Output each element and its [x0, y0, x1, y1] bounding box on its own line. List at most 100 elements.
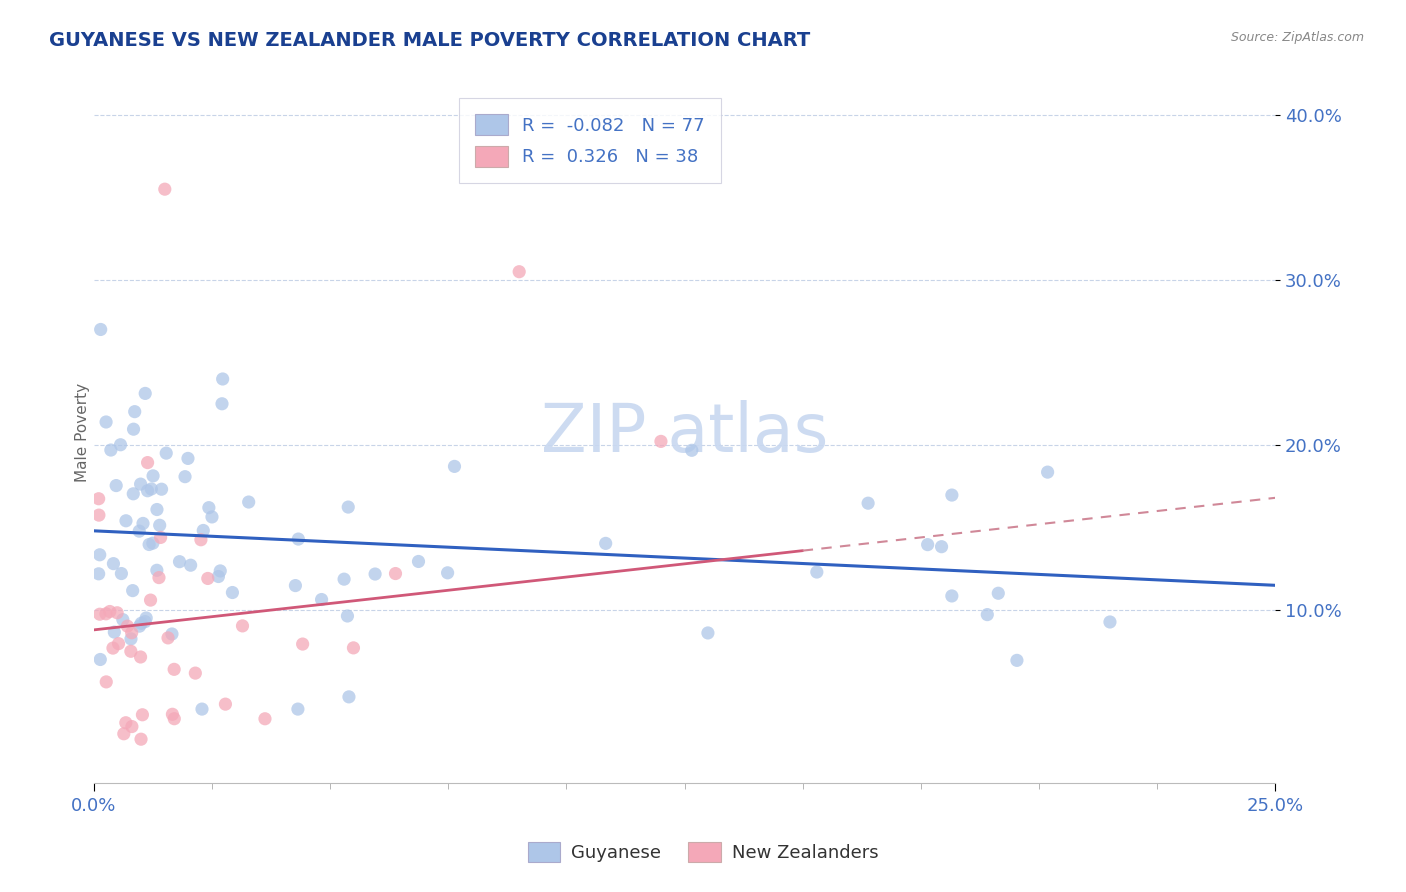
Point: [287, 702, 309, 716]
Point: [129, 732, 152, 747]
Point: [153, 182, 176, 196]
Point: [89, 607, 111, 622]
Point: [105, 606, 128, 620]
Point: [111, 613, 134, 627]
Point: [987, 586, 1010, 600]
Point: [96, 674, 118, 689]
Point: [129, 616, 152, 631]
Point: [134, 386, 156, 401]
Point: [162, 707, 184, 722]
Point: [110, 438, 132, 452]
Point: [87, 566, 110, 581]
Point: [207, 569, 229, 583]
Point: [976, 607, 998, 622]
Point: [120, 644, 142, 658]
Point: [124, 404, 146, 418]
Point: [131, 707, 153, 722]
Point: [149, 518, 172, 533]
Point: [1036, 465, 1059, 479]
Point: [115, 514, 138, 528]
Point: [436, 566, 458, 580]
Point: [342, 640, 364, 655]
Point: [121, 583, 143, 598]
Point: [110, 566, 132, 581]
Point: [136, 483, 159, 498]
Point: [98, 605, 121, 619]
Point: [650, 434, 672, 449]
Point: [148, 571, 170, 585]
Point: [163, 662, 186, 676]
Point: [917, 538, 939, 552]
Point: [89, 652, 111, 666]
Point: [856, 496, 879, 510]
Point: [150, 482, 173, 496]
Legend: R =  -0.082   N = 77, R =  0.326   N = 38: R = -0.082 N = 77, R = 0.326 N = 38: [458, 98, 721, 183]
Point: [1005, 653, 1028, 667]
Point: [201, 510, 224, 524]
Point: [209, 564, 232, 578]
Point: [149, 530, 172, 544]
Point: [103, 625, 125, 640]
Y-axis label: Male Poverty: Male Poverty: [76, 383, 90, 483]
Text: GUYANESE VS NEW ZEALANDER MALE POVERTY CORRELATION CHART: GUYANESE VS NEW ZEALANDER MALE POVERTY C…: [49, 31, 810, 50]
Point: [221, 585, 243, 599]
Point: [336, 609, 359, 624]
Point: [238, 495, 260, 509]
Point: [139, 593, 162, 607]
Point: [1098, 615, 1121, 629]
Point: [120, 632, 142, 646]
Point: [128, 524, 150, 538]
Point: [253, 712, 276, 726]
Point: [103, 557, 125, 571]
Point: [174, 469, 197, 483]
Point: [157, 631, 180, 645]
Point: [595, 536, 617, 550]
Point: [197, 571, 219, 585]
Point: [146, 502, 169, 516]
Point: [142, 536, 165, 550]
Point: [284, 578, 307, 592]
Point: [136, 456, 159, 470]
Point: [129, 477, 152, 491]
Point: [191, 702, 214, 716]
Point: [141, 482, 163, 496]
Point: [169, 555, 191, 569]
Point: [193, 524, 215, 538]
Point: [180, 558, 202, 573]
Point: [121, 625, 143, 640]
Point: [941, 488, 963, 502]
Point: [190, 533, 212, 547]
Point: [107, 637, 129, 651]
Point: [311, 592, 333, 607]
Point: [806, 565, 828, 579]
Point: [105, 478, 128, 492]
Point: [163, 712, 186, 726]
Point: [198, 500, 221, 515]
Point: [941, 589, 963, 603]
Point: [211, 372, 233, 386]
Point: [117, 619, 139, 633]
Point: [177, 451, 200, 466]
Point: [87, 491, 110, 506]
Point: [122, 487, 145, 501]
Point: [508, 265, 530, 279]
Point: [94, 415, 117, 429]
Point: [155, 446, 177, 460]
Point: [211, 397, 233, 411]
Point: [337, 500, 360, 514]
Point: [135, 611, 157, 625]
Point: [681, 443, 703, 458]
Point: [443, 459, 465, 474]
Point: [100, 443, 122, 458]
Point: [184, 666, 207, 681]
Point: [122, 422, 145, 436]
Point: [129, 650, 152, 665]
Point: [138, 537, 160, 551]
Point: [94, 607, 117, 621]
Point: [146, 563, 169, 577]
Point: [114, 715, 136, 730]
Point: [90, 322, 112, 336]
Text: ZIP atlas: ZIP atlas: [541, 400, 828, 466]
Point: [333, 572, 356, 586]
Text: Source: ZipAtlas.com: Source: ZipAtlas.com: [1230, 31, 1364, 45]
